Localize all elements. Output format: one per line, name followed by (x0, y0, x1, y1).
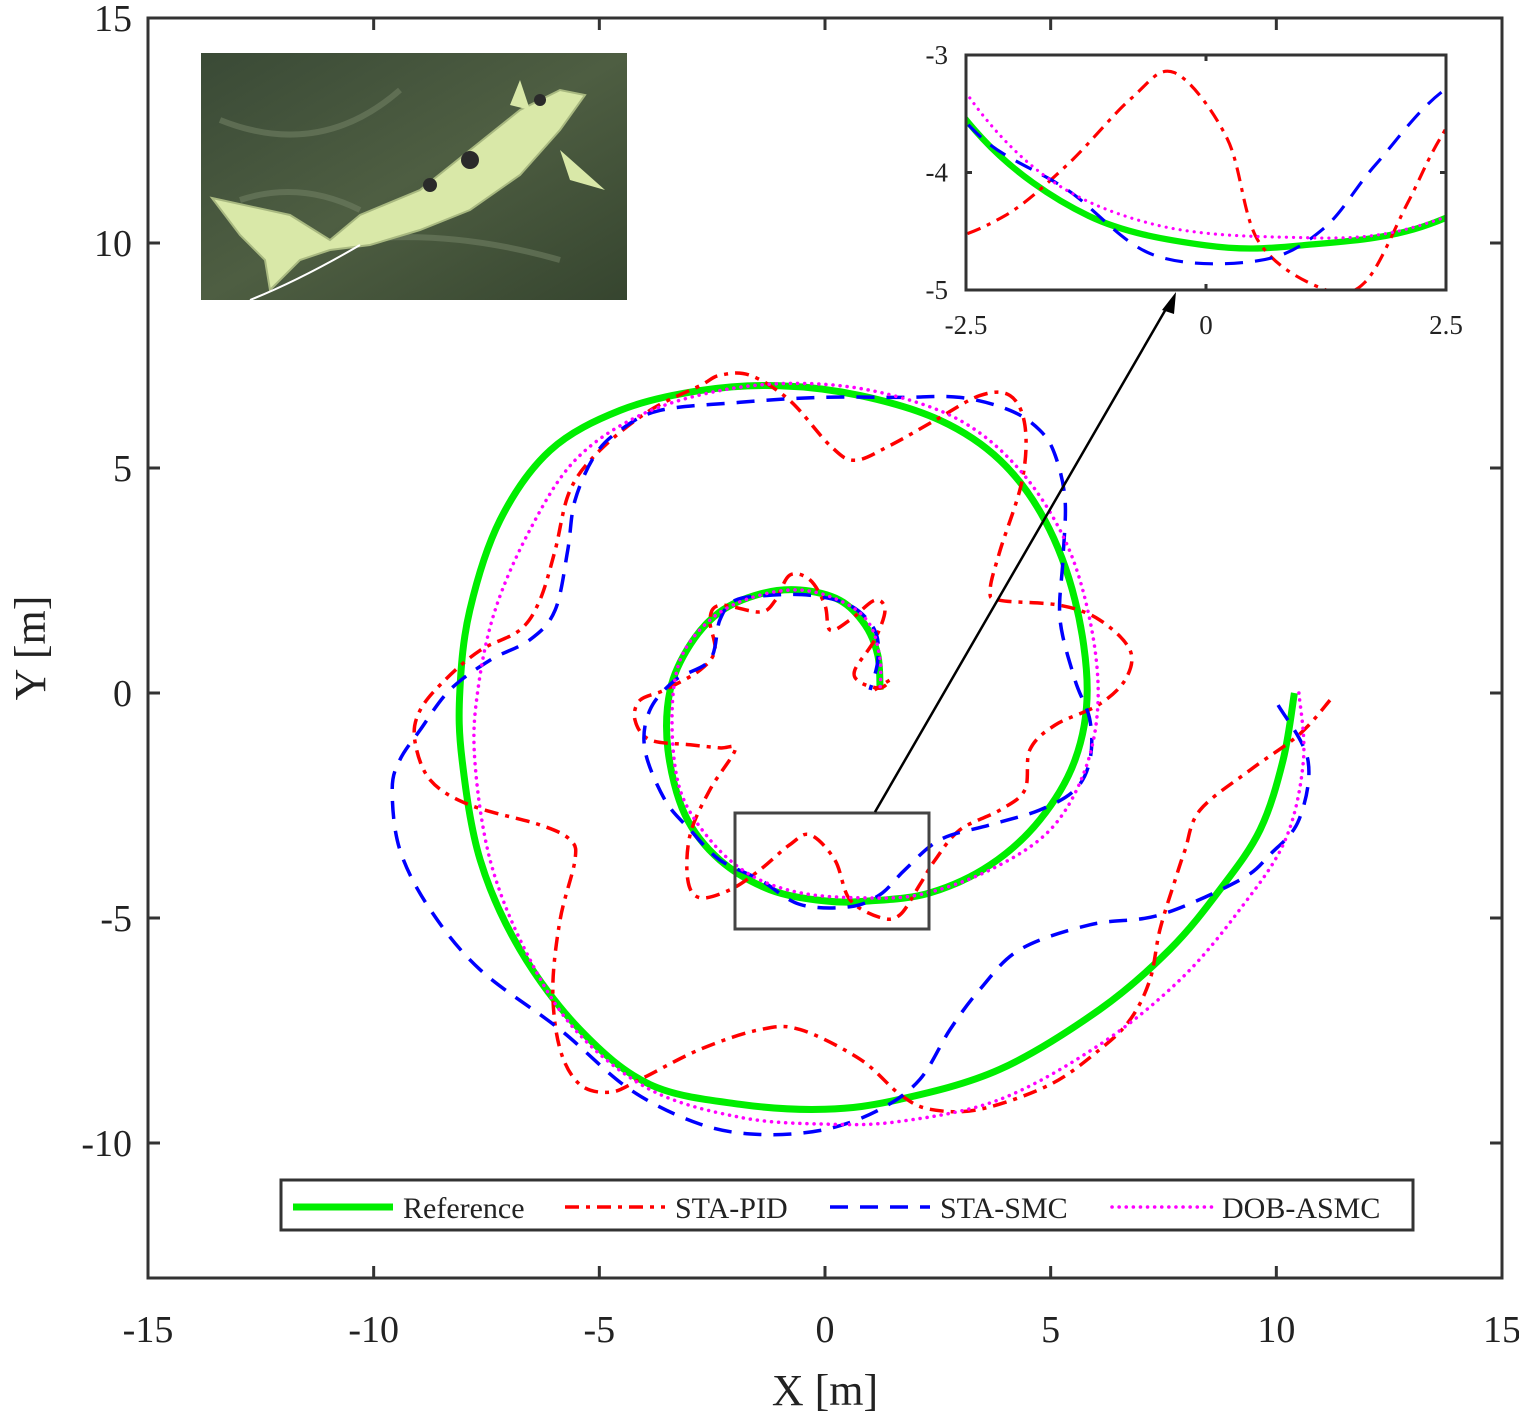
x-tick-label: -10 (348, 1309, 399, 1351)
inset-x-tick-label: 0 (1199, 310, 1213, 340)
zoom-arrow (873, 301, 1172, 813)
legend-label: STA-PID (675, 1192, 788, 1225)
y-tick-label: 10 (94, 223, 132, 265)
legend-label: DOB-ASMC (1222, 1192, 1380, 1225)
x-tick-label: 10 (1257, 1309, 1295, 1351)
arrow-head-icon (1162, 292, 1176, 314)
main-series-dob-asmc (472, 381, 1306, 1127)
y-tick-label: -5 (100, 898, 132, 940)
x-tick-label: 5 (1041, 1309, 1060, 1351)
x-tick-label: -5 (584, 1309, 616, 1351)
y-tick-label: 15 (94, 0, 132, 40)
legend-label: STA-SMC (940, 1192, 1068, 1225)
legend-label: Reference (403, 1192, 525, 1225)
legend: Reference STA-PID STA-SMC DOB-ASMC (279, 1178, 1415, 1232)
y-tick-label: -10 (81, 1123, 132, 1165)
inset-y-tick-label: -5 (926, 275, 949, 305)
zoom-region-box (733, 811, 931, 931)
x-tick-label: 15 (1483, 1309, 1519, 1351)
x-tick-label: -15 (123, 1309, 174, 1351)
inset-y-tick-label: -4 (926, 158, 949, 188)
robotic-fish-photo (201, 53, 627, 301)
y-tick-label: 5 (113, 448, 132, 490)
main-series-sta-smc (390, 394, 1311, 1137)
x-tick-label: 0 (816, 1309, 835, 1351)
main-series-sta-pid (412, 371, 1332, 1114)
main-series-reference (455, 381, 1298, 1113)
inset-x-tick-label: 2.5 (1429, 310, 1463, 340)
y-tick-label: 0 (113, 673, 132, 715)
axis-ticks: -15 -10 -5 0 5 10 15 -10 -5 0 5 10 15 (81, 0, 1519, 1351)
inset-plot-area (966, 55, 1446, 290)
y-axis-title: Y [m] (6, 596, 55, 701)
legend-box (279, 1178, 1415, 1232)
inset-y-tick-label: -3 (926, 40, 949, 70)
inset-axis-ticks: -2.5 0 2.5 -3 -4 -5 (926, 40, 1463, 340)
inset-x-tick-label: -2.5 (945, 310, 988, 340)
x-axis-title: X [m] (772, 1366, 878, 1415)
series-group (390, 371, 1332, 1137)
